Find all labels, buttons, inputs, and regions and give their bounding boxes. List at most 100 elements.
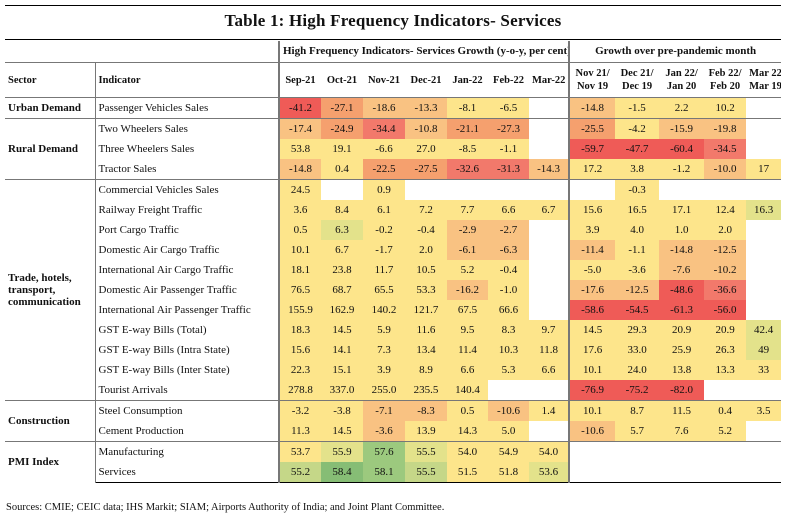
growth-value-cell: 8.3 (488, 320, 529, 340)
indicator-label: Three Wheelers Sales (95, 139, 280, 159)
growth-value-cell (529, 260, 571, 280)
growth-value-cell: 55.5 (405, 462, 447, 483)
growth-value-cell: 5.0 (488, 421, 529, 442)
pre-pandemic-column-header: Mar 22/Mar 19 (746, 62, 782, 98)
pre-pandemic-value-cell: -25.5 (569, 118, 616, 139)
growth-value-cell: 5.9 (363, 320, 405, 340)
growth-value-cell: 5.2 (447, 260, 488, 280)
pre-pandemic-value-cell: 3.8 (615, 159, 660, 180)
growth-value-cell: 66.6 (488, 300, 529, 320)
growth-value-cell: -7.1 (363, 400, 405, 421)
growth-value-cell: -10.6 (488, 400, 529, 421)
growth-value-cell: -3.8 (321, 400, 363, 421)
pre-pandemic-value-cell: -56.0 (704, 300, 747, 320)
pre-pandemic-value-cell: -12.5 (704, 240, 747, 260)
pre-pandemic-value-cell: -47.7 (615, 139, 660, 159)
growth-value-cell: -17.4 (279, 118, 321, 139)
pre-pandemic-value-cell: -5.0 (569, 260, 616, 280)
growth-value-cell: 10.3 (488, 340, 529, 360)
pre-pandemic-group-header: Growth over pre-pandemic month (595, 45, 757, 57)
growth-value-cell: -6.6 (363, 139, 405, 159)
month-column-header: Mar-22 (529, 62, 571, 98)
growth-value-cell: -1.7 (363, 240, 405, 260)
growth-value-cell: -16.2 (447, 280, 488, 300)
pre-pandemic-value-cell: 15.6 (569, 200, 616, 220)
pre-pandemic-value-cell (746, 280, 782, 300)
growth-value-cell: -8.5 (447, 139, 488, 159)
growth-value-cell: -3.6 (363, 421, 405, 442)
growth-value-cell: 0.9 (363, 179, 405, 200)
table-row: Trade, hotels, transport, communication C… (5, 179, 782, 401)
pre-pandemic-value-cell (746, 380, 782, 401)
growth-value-cell: -41.2 (279, 97, 321, 119)
pre-pandemic-value-cell (704, 380, 747, 401)
indicator-label: Passenger Vehicles Sales (95, 97, 280, 119)
pre-pandemic-value-cell: 1.0 (659, 220, 705, 240)
pre-pandemic-value-cell (746, 220, 782, 240)
growth-value-cell: 7.3 (363, 340, 405, 360)
growth-value-cell: -1.1 (488, 139, 529, 159)
pre-pandemic-value-cell: 3.5 (746, 400, 782, 421)
growth-value-cell: 6.1 (363, 200, 405, 220)
pre-pandemic-value-cell: -1.5 (615, 97, 660, 119)
pre-pandemic-value-cell: -1.2 (659, 159, 705, 180)
table-row: Tourist Arrivals 278.8 337.0 255.0 235.5 140.… (5, 380, 782, 401)
pre-pandemic-value-cell: 2.0 (704, 220, 747, 240)
growth-value-cell: 14.3 (447, 421, 488, 442)
month-column-header: Nov-21 (363, 62, 405, 98)
pre-pandemic-value-cell: -7.6 (659, 260, 705, 280)
growth-value-cell: 53.3 (405, 280, 447, 300)
growth-value-cell: 58.1 (363, 462, 405, 483)
pre-pandemic-value-cell: 17.6 (569, 340, 616, 360)
pre-pandemic-value-cell (615, 441, 660, 462)
growth-value-cell: 54.0 (529, 441, 571, 462)
indicator-column-header: Indicator (95, 62, 280, 98)
growth-value-cell: 76.5 (279, 280, 321, 300)
growth-value-cell: 15.6 (279, 340, 321, 360)
pre-pandemic-value-cell: -48.6 (659, 280, 705, 300)
pre-header-line1: Dec 21/ (620, 68, 654, 79)
growth-value-cell: -0.4 (405, 220, 447, 240)
growth-value-cell: -24.9 (321, 118, 363, 139)
pre-pandemic-value-cell (615, 462, 660, 483)
table-row: Domestic Air Cargo Traffic 10.1 6.7 -1.7 2.0… (5, 240, 782, 260)
indicator-label: Commercial Vehicles Sales (95, 179, 280, 200)
table-row: Three Wheelers Sales 53.8 19.1 -6.6 27.0 -8.5… (5, 139, 782, 159)
growth-value-cell: -27.3 (488, 118, 529, 139)
growth-value-cell (529, 97, 571, 119)
pre-pandemic-value-cell: -17.6 (569, 280, 616, 300)
pre-pandemic-value-cell (659, 179, 705, 200)
growth-value-cell: 9.5 (447, 320, 488, 340)
pre-pandemic-column-header: Feb 22/Feb 20 (704, 62, 747, 98)
growth-value-cell: -0.4 (488, 260, 529, 280)
title-rule (5, 39, 781, 40)
pre-pandemic-value-cell: 20.9 (659, 320, 705, 340)
table-row: International Air Passenger Traffic 155.9… (5, 300, 782, 320)
growth-value-cell: -32.6 (447, 159, 488, 180)
pre-pandemic-value-cell: 3.9 (569, 220, 616, 240)
growth-value-cell: 235.5 (405, 380, 447, 401)
indicator-label: Cement Production (95, 421, 280, 442)
pre-pandemic-value-cell (746, 118, 782, 139)
month-column-header: Feb-22 (488, 62, 529, 98)
growth-value-cell: -6.5 (488, 97, 529, 119)
pre-pandemic-value-cell (746, 421, 782, 442)
blank-group-cell (5, 41, 95, 63)
table-row: GST E-way Bills (Intra State) 15.6 14.1 7.3… (5, 340, 782, 360)
growth-value-cell (447, 179, 488, 200)
pre-pandemic-value-cell: -3.6 (615, 260, 660, 280)
indicator-label: Domestic Air Cargo Traffic (95, 240, 280, 260)
growth-value-cell: 121.7 (405, 300, 447, 320)
growth-value-cell: 67.5 (447, 300, 488, 320)
growth-value-cell (529, 380, 571, 401)
pre-pandemic-value-cell: 26.3 (704, 340, 747, 360)
growth-value-cell (529, 240, 571, 260)
growth-value-cell: -31.3 (488, 159, 529, 180)
growth-value-cell (529, 118, 571, 139)
pre-pandemic-value-cell: 11.5 (659, 400, 705, 421)
growth-value-cell: 162.9 (321, 300, 363, 320)
pre-pandemic-value-cell: -14.8 (569, 97, 616, 119)
growth-value-cell: 13.4 (405, 340, 447, 360)
growth-value-cell: 57.6 (363, 441, 405, 462)
